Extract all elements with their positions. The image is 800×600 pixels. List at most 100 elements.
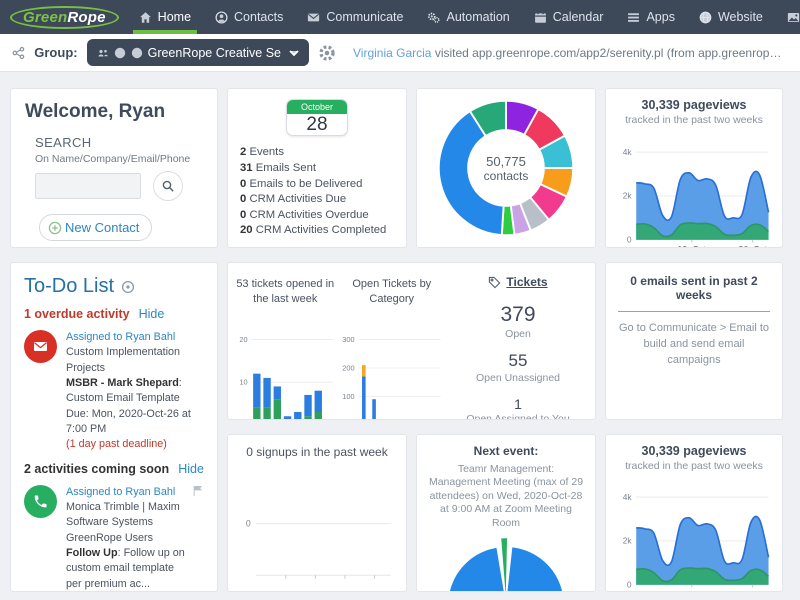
users-icon [98, 49, 108, 56]
tickets-link[interactable]: Tickets [488, 275, 548, 289]
stat-row: 2 Events [240, 146, 284, 159]
todo-title: To-Do List [24, 275, 115, 297]
svg-text:0: 0 [246, 518, 251, 528]
hide-coming-link[interactable]: Hide [178, 461, 204, 476]
calendar-icon [534, 11, 546, 23]
pageviews-title: 30,339 pageviews [641, 444, 747, 458]
web-icon [131, 47, 142, 58]
signups-title: 0 signups in the past week [246, 445, 388, 459]
calendar-weekday: Wednesday [287, 135, 347, 136]
event-attendance-pie-chart[interactable] [427, 532, 585, 591]
calendar-month: October [287, 100, 347, 114]
tickets-week-chart-section: 53 tickets opened in the last week 20100 [232, 271, 339, 419]
search-icon [162, 180, 174, 192]
nav-item-home[interactable]: Home [132, 0, 198, 34]
new-contact-button[interactable]: New Contact [39, 214, 153, 241]
calendar-day: 28 [306, 114, 328, 135]
tickets-week-title: 53 tickets opened in the last week [236, 278, 335, 305]
recent-activity-ticker: Virginia Garcia visited app.greenrope.co… [353, 46, 788, 60]
pageviews-title: 30,339 pageviews [641, 98, 747, 112]
top-nav: GreenRope Home Contacts Communicate Auto… [0, 0, 800, 34]
pageviews-subtitle: tracked in the past two weeks [625, 114, 763, 126]
nav-label: Contacts [234, 10, 284, 24]
dashboard-grid: Welcome, Ryan SEARCH On Name/Company/Ema… [0, 72, 800, 600]
activity-subject: Follow Up [66, 546, 118, 559]
next-event-title: Next event: [473, 444, 539, 458]
nav-item-website[interactable]: Website [699, 0, 763, 34]
next-event-description: Teamr Management: Management Meeting (ma… [428, 463, 584, 529]
svg-text:0: 0 [627, 580, 632, 590]
svg-text:2k: 2k [623, 191, 633, 201]
plus-circle-icon [48, 221, 62, 234]
nav-item-contacts[interactable]: Contacts [215, 0, 283, 34]
pageviews-card-top: 30,339 pageviews tracked in the past two… [605, 88, 783, 248]
nav-item-calendar[interactable]: Calendar [534, 0, 604, 34]
svg-text:4k: 4k [623, 492, 633, 502]
open-assigned-to-you-count: 1 [514, 395, 522, 412]
todo-item-overdue[interactable]: Assigned to Ryan Bahl Custom Implementat… [24, 330, 204, 453]
pageviews-subtitle: tracked in the past two weeks [625, 460, 763, 472]
activity-user-link[interactable]: Virginia Garcia [353, 45, 432, 60]
deadline-note: (1 day past deadline) [66, 438, 167, 451]
nav-item-automation[interactable]: Automation [427, 0, 510, 34]
assigned-to-link[interactable]: Assigned to Ryan Bahl [66, 331, 176, 343]
group-bar: Group: GreenRope Creative Se Virginia Ga… [0, 34, 800, 72]
logo-text-rope: Rope [67, 8, 106, 26]
group-settings-button[interactable] [318, 44, 336, 62]
flag-icon[interactable] [192, 485, 204, 497]
svg-text:2k: 2k [623, 536, 633, 546]
home-icon [139, 11, 151, 23]
activity-type-badge [24, 330, 57, 363]
contacts-donut-card: 50,775 contacts [416, 88, 596, 248]
svg-text:20: 20 [239, 335, 247, 344]
tickets-category-bar-chart[interactable]: 3002001000 [339, 313, 446, 419]
welcome-card: Welcome, Ryan SEARCH On Name/Company/Ema… [10, 88, 218, 248]
group-label: Group: [34, 45, 78, 60]
nav-item-communicate[interactable]: Communicate [307, 0, 403, 34]
target-icon[interactable] [121, 280, 135, 294]
emails-title: 0 emails sent in past 2 weeks [618, 274, 770, 312]
coming-soon-header: 2 activities coming soon [24, 461, 170, 476]
pageviews-area-chart[interactable]: 4k 2k 0 19. Oct 26. Oct [612, 475, 776, 592]
group-selector-dropdown[interactable]: GreenRope Creative Se [86, 39, 309, 66]
signups-empty-chart[interactable]: 0 [236, 463, 398, 591]
gear-icon [319, 44, 335, 61]
globe-icon [699, 11, 712, 23]
nav-item-media-library[interactable]: Media Library [787, 0, 800, 34]
new-contact-label: New Contact [65, 220, 140, 235]
envelope-icon [308, 13, 320, 21]
svg-text:19. Oct: 19. Oct [678, 590, 707, 592]
share-icon[interactable] [12, 45, 25, 61]
svg-text:300: 300 [342, 335, 354, 344]
list-icon [628, 12, 640, 22]
contact-search-input[interactable] [35, 173, 141, 199]
tickets-summary: Tickets 379 Open 55 Open Unassigned 1 Op… [445, 271, 591, 419]
mail-icon [34, 342, 47, 351]
tickets-card: 53 tickets opened in the last week 20 100… [227, 262, 596, 420]
stat-row: 0 CRM Activities Overdue [240, 208, 369, 221]
contacts-donut-chart[interactable] [435, 97, 577, 239]
today-summary-card: October 28 Wednesday 2 Events 31 Emails … [227, 88, 407, 248]
pageviews-area-chart[interactable]: 4k 2k 0 19. Oct 26. Oct [612, 129, 776, 248]
nav-label: Home [157, 10, 192, 24]
today-stats: 2 Events 31 Emails Sent 0 Emails to be D… [236, 145, 398, 239]
search-button[interactable] [153, 171, 183, 201]
hide-overdue-link[interactable]: Hide [138, 307, 165, 321]
search-label: SEARCH [35, 135, 92, 150]
activity-type-badge [24, 484, 57, 518]
todo-item-coming[interactable]: Assigned to Ryan Bahl Monica Trimble | M… [24, 484, 204, 591]
nav-label: Calendar [552, 10, 604, 24]
svg-text:19. Oct: 19. Oct [678, 245, 707, 248]
tickets-category-title: Open Tickets by Category [352, 278, 432, 305]
calendar-widget: October 28 Wednesday [286, 99, 348, 137]
nav-item-apps[interactable]: Apps [627, 0, 675, 34]
stat-row: 20 CRM Activities Completed [240, 224, 387, 237]
open-tickets-count: 379 [500, 302, 536, 326]
tickets-week-bar-chart[interactable]: 20100 [232, 313, 339, 419]
nav-menu: Home Contacts Communicate Automation Cal… [132, 0, 800, 34]
assigned-to-link[interactable]: Assigned to Ryan Bahl [66, 485, 176, 498]
tickets-category-chart-section: Open Tickets by Category 3002001000 [339, 271, 446, 419]
emails-hint: Go to Communicate > Email to build and s… [618, 322, 770, 366]
greenrope-logo[interactable]: GreenRope [10, 5, 119, 29]
svg-text:4k: 4k [623, 147, 633, 157]
